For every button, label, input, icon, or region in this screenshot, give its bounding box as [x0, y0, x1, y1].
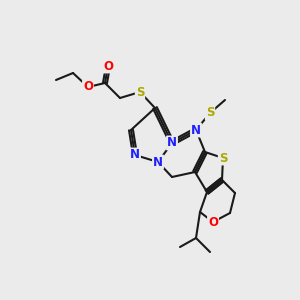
Text: O: O	[103, 59, 113, 73]
Text: N: N	[153, 155, 163, 169]
Text: N: N	[191, 124, 201, 136]
Text: N: N	[130, 148, 140, 161]
Text: S: S	[219, 152, 227, 164]
Text: O: O	[83, 80, 93, 94]
Text: S: S	[136, 85, 144, 98]
Text: N: N	[167, 136, 177, 149]
Text: S: S	[206, 106, 214, 119]
Text: O: O	[208, 215, 218, 229]
